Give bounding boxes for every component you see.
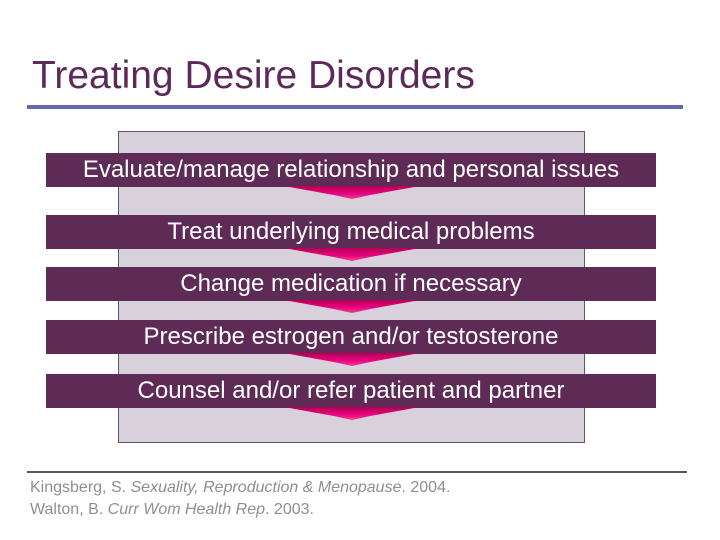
citation-year: . 2003.	[265, 501, 314, 518]
slide-title: Treating Desire Disorders	[32, 54, 475, 97]
citation-year: . 2004.	[401, 479, 451, 496]
citations-block: Kingsberg, S. Sexuality, Reproduction & …	[30, 477, 450, 521]
citation-authors: Walton, B.	[30, 501, 108, 518]
step-bar-counsel: Counsel and/or refer patient and partner	[46, 374, 656, 408]
footnote-rule	[27, 471, 687, 473]
title-underline-rule	[27, 105, 683, 109]
step-bar-change-medication: Change medication if necessary	[46, 267, 656, 301]
citation-source: Curr Wom Health Rep	[107, 501, 266, 518]
citation-line: Kingsberg, S. Sexuality, Reproduction & …	[30, 477, 450, 499]
step-bar-prescribe: Prescribe estrogen and/or testosterone	[46, 320, 656, 354]
step-bar-evaluate: Evaluate/manage relationship and persona…	[46, 153, 656, 187]
citation-line: Walton, B. Curr Wom Health Rep. 2003.	[30, 499, 450, 521]
citation-source: Sexuality, Reproduction & Menopause	[130, 479, 402, 496]
citation-authors: Kingsberg, S.	[30, 479, 131, 496]
step-bar-treat: Treat underlying medical problems	[46, 215, 656, 249]
